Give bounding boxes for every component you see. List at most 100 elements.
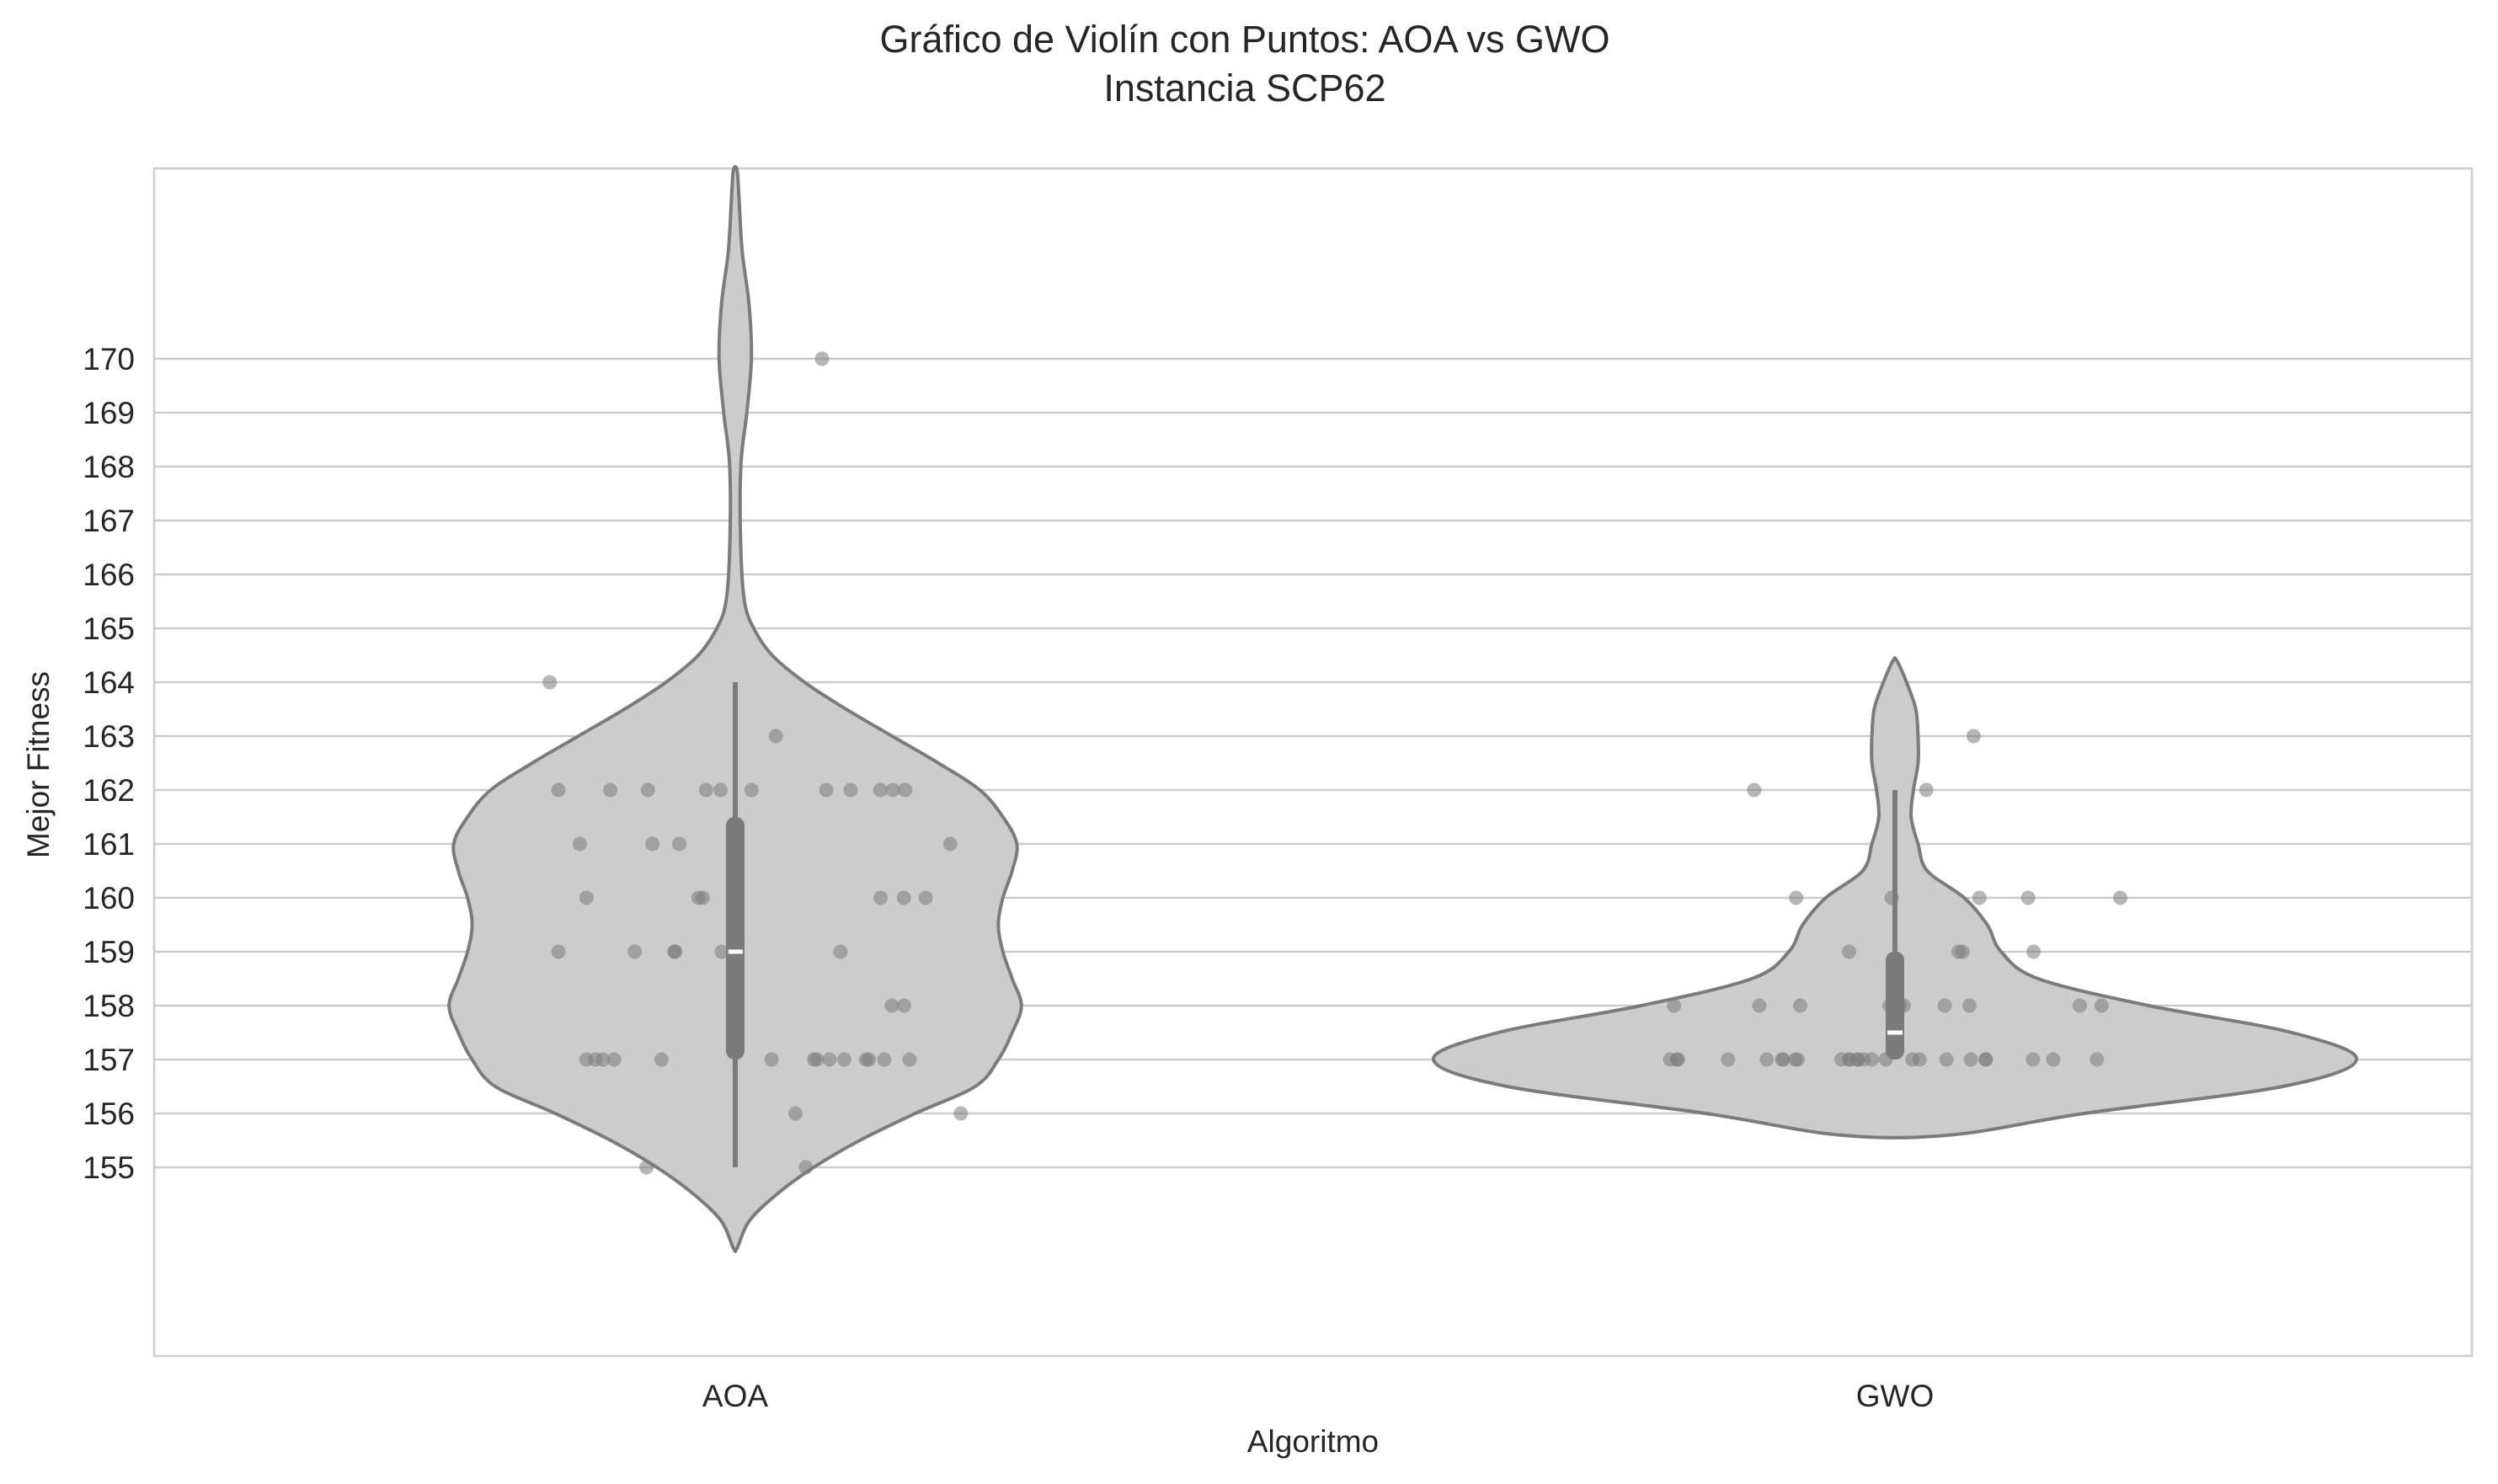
data-points <box>542 351 2127 1175</box>
data-point <box>672 836 687 851</box>
y-tick-label: 162 <box>83 773 135 808</box>
data-point <box>873 782 888 798</box>
data-point <box>1963 1052 1978 1067</box>
y-tick-label: 155 <box>83 1150 135 1185</box>
data-point <box>698 782 713 798</box>
chart-subtitle: Instancia SCP62 <box>1103 67 1385 109</box>
data-point <box>807 1052 821 1067</box>
x-axis-label: Algoritmo <box>1247 1424 1379 1459</box>
data-point <box>833 944 848 959</box>
x-tick-label: GWO <box>1856 1379 1934 1413</box>
data-point <box>896 890 911 905</box>
data-point <box>843 782 858 798</box>
data-point <box>603 782 618 798</box>
data-point <box>595 1052 611 1067</box>
data-point <box>1978 1052 1994 1067</box>
data-point <box>1793 998 1808 1013</box>
data-point <box>1882 998 1897 1013</box>
data-point <box>579 890 594 905</box>
x-tick-labels: AOA GWO <box>702 1379 1934 1413</box>
data-point <box>1842 944 1856 959</box>
y-tick-label: 157 <box>83 1043 135 1077</box>
data-point <box>2046 1052 2061 1067</box>
data-point <box>836 1052 851 1067</box>
data-point <box>814 351 830 366</box>
data-point <box>639 1160 654 1175</box>
y-tick-label: 167 <box>83 504 135 538</box>
data-point <box>873 890 889 905</box>
data-point <box>2072 998 2087 1013</box>
y-tick-label: 165 <box>83 611 135 646</box>
data-point <box>2020 890 2036 905</box>
data-point <box>877 1052 892 1067</box>
data-point <box>1721 1052 1736 1067</box>
data-point <box>918 890 933 905</box>
data-point <box>884 998 899 1013</box>
data-point <box>942 836 958 851</box>
y-tick-label: 169 <box>83 396 135 430</box>
y-tick-label: 160 <box>83 881 135 915</box>
data-point <box>1966 729 1981 744</box>
data-point <box>573 836 587 851</box>
data-point <box>713 782 728 798</box>
data-point <box>798 1160 814 1175</box>
data-point <box>2026 1052 2041 1067</box>
data-point <box>1789 890 1804 905</box>
data-point <box>819 782 834 798</box>
y-tick-label: 159 <box>83 935 135 969</box>
data-point <box>640 782 655 798</box>
y-tick-label: 158 <box>83 989 135 1023</box>
data-point <box>744 782 759 798</box>
y-tick-label: 163 <box>83 719 135 754</box>
data-point <box>696 890 710 905</box>
plot-frame <box>152 167 2474 1358</box>
data-point <box>1962 998 1977 1013</box>
data-point <box>551 782 566 798</box>
iqr-box <box>726 817 745 1060</box>
chart-title: Gráfico de Violín con Puntos: AOA vs GWO <box>879 18 1609 61</box>
y-tick-label: 168 <box>83 450 135 484</box>
data-point <box>1972 890 1987 905</box>
data-point <box>1878 1052 1893 1067</box>
data-point <box>1864 1052 1879 1067</box>
data-point <box>764 1052 779 1067</box>
data-point <box>2026 944 2041 959</box>
data-point <box>1747 782 1762 798</box>
data-point <box>902 1052 917 1067</box>
data-point <box>897 998 911 1013</box>
data-point <box>606 1052 622 1067</box>
data-point <box>1884 890 1899 905</box>
data-point <box>953 1106 969 1121</box>
data-point <box>1896 998 1911 1013</box>
data-point <box>885 782 900 798</box>
data-point <box>1912 1052 1927 1067</box>
y-tick-labels: 155 156 157 158 159 160 161 162 163 164 165 166 167 1… <box>83 342 135 1185</box>
y-axis-label: Mejor Fitness <box>21 671 56 858</box>
data-point <box>1788 1052 1802 1067</box>
data-point <box>1955 944 1970 959</box>
data-point <box>668 944 683 959</box>
data-point <box>2094 998 2109 1013</box>
data-point <box>1775 1052 1790 1067</box>
x-tick-label: AOA <box>702 1379 768 1413</box>
y-tick-label: 161 <box>83 827 135 862</box>
data-point <box>1937 998 1952 1013</box>
data-point <box>1919 782 1934 798</box>
data-point <box>822 1052 837 1067</box>
data-point <box>627 944 643 959</box>
data-point <box>858 1052 873 1067</box>
data-point <box>1850 1052 1865 1067</box>
y-tick-label: 164 <box>83 665 135 700</box>
data-point <box>1752 998 1767 1013</box>
y-tick-label: 170 <box>83 342 135 376</box>
data-point <box>1759 1052 1775 1067</box>
data-point <box>2090 1052 2105 1067</box>
data-point <box>1667 998 1682 1013</box>
data-point <box>654 1052 669 1067</box>
data-point <box>714 944 729 959</box>
data-point <box>551 944 566 959</box>
data-point <box>768 729 783 744</box>
data-point <box>1939 1052 1954 1067</box>
data-point <box>542 675 558 690</box>
